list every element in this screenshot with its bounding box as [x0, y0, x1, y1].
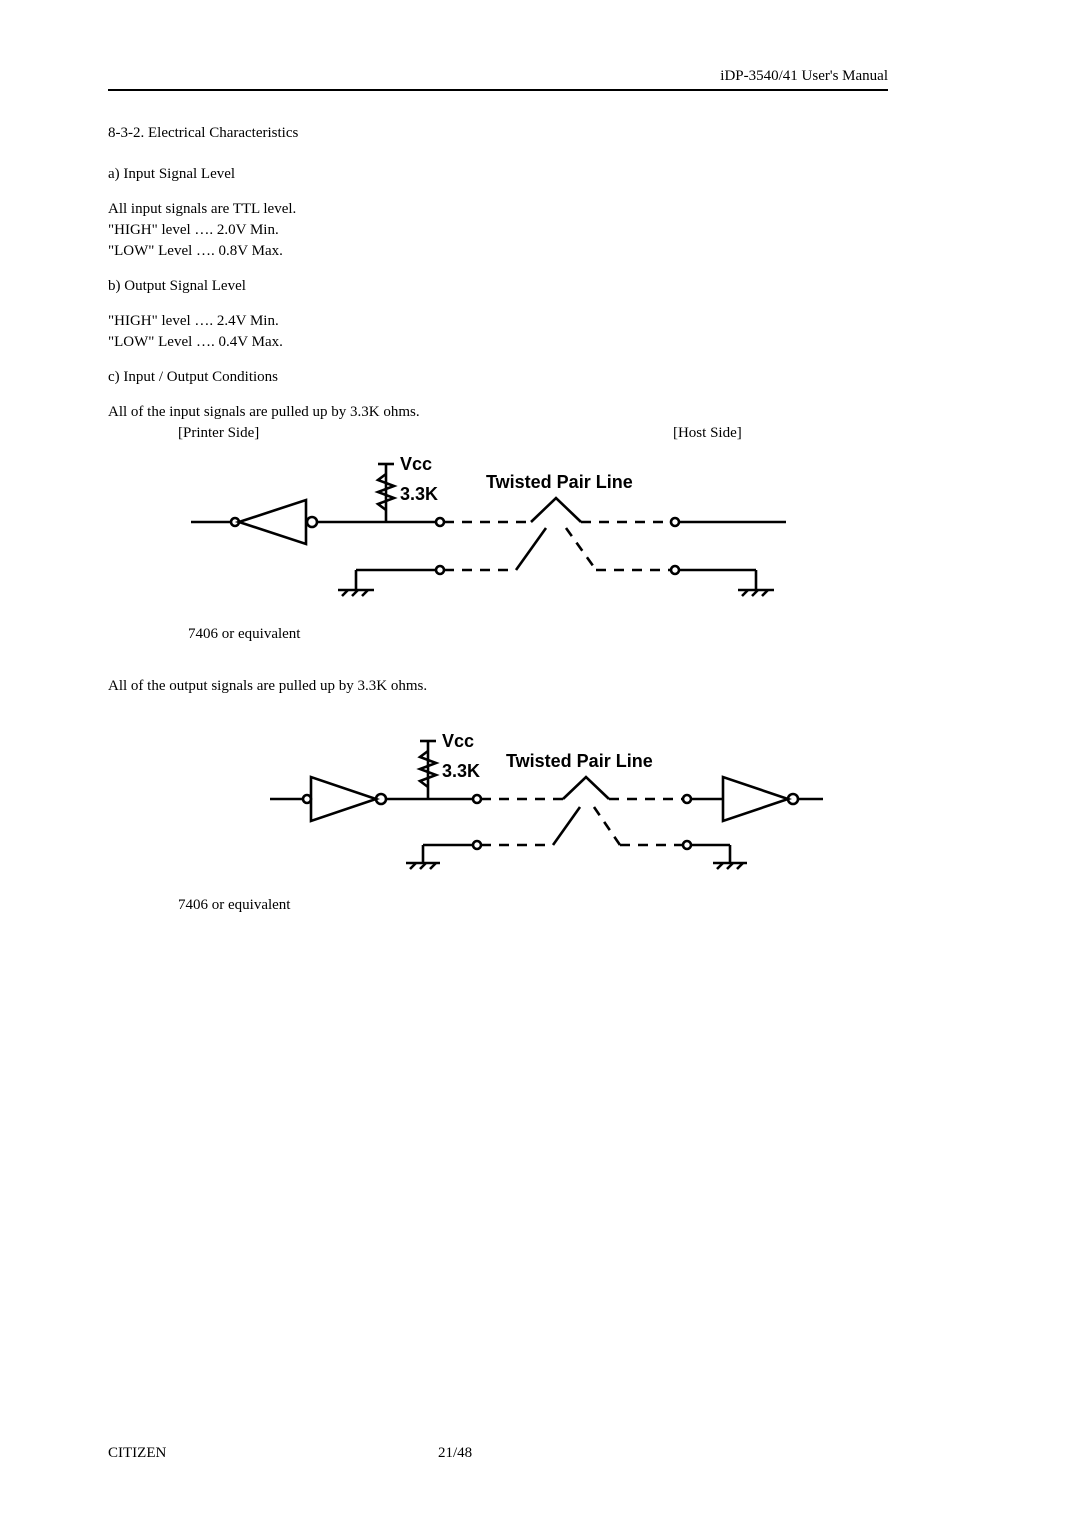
vcc-label-2: Vcc: [442, 731, 474, 751]
twisted-pair-label-2: Twisted Pair Line: [506, 751, 653, 771]
item-a-line3: "LOW" Level …. 0.8V Max.: [108, 243, 888, 260]
printer-side-label: [Printer Side]: [178, 425, 259, 441]
side-labels: [Printer Side] [Host Side]: [108, 425, 888, 442]
resistor-label: 3.3K: [400, 484, 438, 504]
diagram-output-svg: Vcc 3.3K Twisted Pair Line: [268, 727, 828, 891]
doc-title: iDP-3540/41 User's Manual: [720, 68, 888, 84]
twisted-pair-label: Twisted Pair Line: [486, 472, 633, 492]
footer-page-number: 21/48: [438, 1445, 472, 1462]
page-content: iDP-3540/41 User's Manual 8-3-2. Electri…: [108, 68, 888, 929]
item-a-line2: "HIGH" level …. 2.0V Min.: [108, 222, 888, 239]
resistor-label-2: 3.3K: [442, 761, 480, 781]
footer-brand: CITIZEN: [108, 1445, 166, 1462]
diagram-input: Vcc 3.3K Twisted Pair Line: [186, 450, 826, 620]
header-rule: [108, 89, 888, 91]
diagram-output: Vcc 3.3K Twisted Pair Line: [268, 727, 828, 891]
item-a-line1: All input signals are TTL level.: [108, 201, 888, 218]
item-b-line1: "HIGH" level …. 2.4V Min.: [108, 313, 888, 330]
diagram2-caption: 7406 or equivalent: [178, 897, 888, 914]
diagram-input-svg: Vcc 3.3K Twisted Pair Line: [186, 450, 826, 620]
output-line: All of the output signals are pulled up …: [108, 678, 888, 695]
item-a-title: a) Input Signal Level: [108, 166, 888, 183]
vcc-label: Vcc: [400, 454, 432, 474]
running-header: iDP-3540/41 User's Manual: [108, 68, 888, 85]
host-side-label: [Host Side]: [673, 425, 742, 441]
section-heading: 8-3-2. Electrical Characteristics: [108, 125, 888, 142]
item-b-title: b) Output Signal Level: [108, 278, 888, 295]
item-c-title: c) Input / Output Conditions: [108, 369, 888, 386]
page-footer: CITIZEN 21/48: [108, 1445, 888, 1462]
item-c-line1: All of the input signals are pulled up b…: [108, 404, 888, 421]
item-b-line2: "LOW" Level …. 0.4V Max.: [108, 334, 888, 351]
diagram1-caption: 7406 or equivalent: [188, 626, 888, 643]
